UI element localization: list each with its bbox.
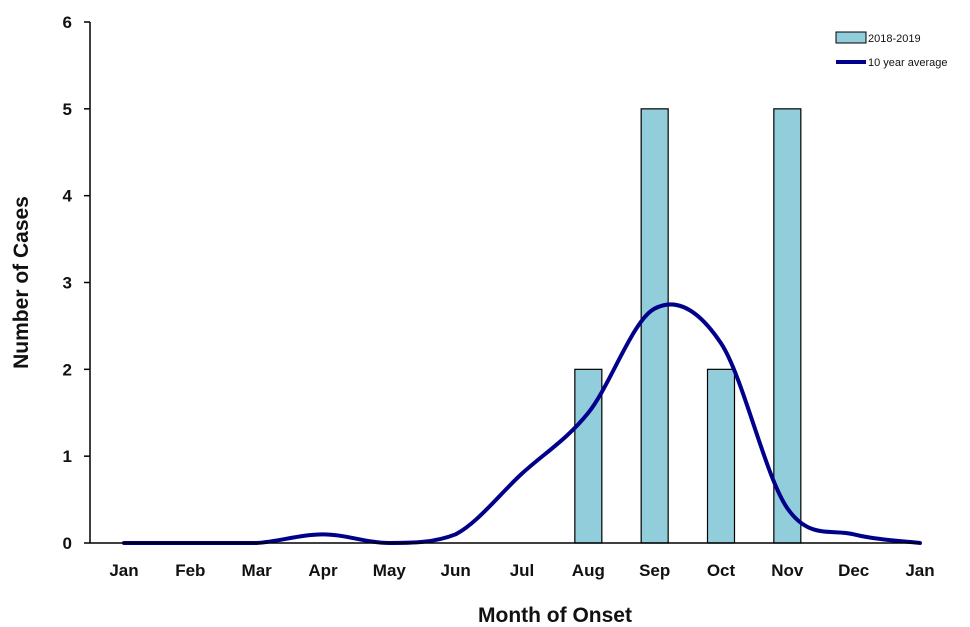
- x-tick-label: Jan: [905, 561, 934, 580]
- legend-label-2018-2019: 2018-2019: [868, 33, 921, 45]
- y-tick-label: 0: [63, 534, 72, 553]
- legend-swatch-2018-2019: [835, 31, 867, 44]
- x-tick-label: Sep: [639, 561, 670, 580]
- bars-2018-2019: [574, 108, 802, 544]
- x-tick-label: Nov: [771, 561, 804, 580]
- x-tick-label: Jan: [109, 561, 138, 580]
- x-tick-label: Dec: [838, 561, 869, 580]
- y-axis-ticks: 0 1 2 3 4 5 6: [63, 13, 90, 553]
- x-tick-label: May: [373, 561, 407, 580]
- x-axis-title: Month of Onset: [478, 604, 632, 627]
- y-axis-title: Number of Cases: [10, 196, 33, 369]
- x-tick-label: Oct: [707, 561, 736, 580]
- bar: [640, 108, 669, 544]
- bar: [706, 368, 736, 544]
- x-tick-label: Apr: [308, 561, 338, 580]
- x-tick-label: Feb: [175, 561, 205, 580]
- y-tick-label: 5: [63, 100, 72, 119]
- y-tick-label: 3: [63, 274, 72, 293]
- bar: [773, 108, 802, 544]
- x-tick-label: Mar: [242, 561, 273, 580]
- x-tick-label: Jul: [510, 561, 535, 580]
- legend-label-10-year-average: 10 year average: [868, 57, 948, 69]
- y-tick-label: 6: [63, 13, 72, 32]
- x-tick-label: Aug: [572, 561, 605, 580]
- y-tick-label: 1: [63, 447, 72, 466]
- y-tick-label: 4: [63, 187, 73, 206]
- x-axis-ticks: Jan Feb Mar Apr May Jun Jul Aug Sep Oct Nov Dec Jan: [109, 561, 934, 580]
- x-tick-label: Jun: [441, 561, 471, 580]
- y-tick-label: 2: [63, 360, 72, 379]
- legend: 2018-2019 10 year average: [835, 31, 948, 69]
